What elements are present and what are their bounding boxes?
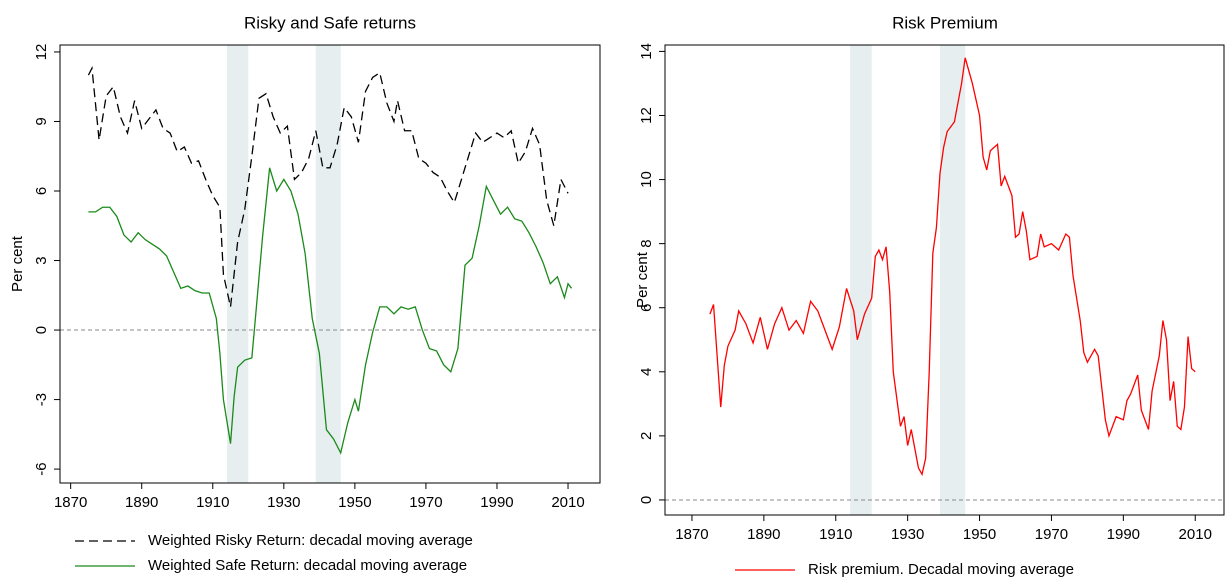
- y-tick-label: 0: [638, 496, 655, 504]
- plot-frame: [664, 44, 1225, 516]
- x-tick-label: 1990: [480, 494, 513, 511]
- y-tick-label: -6: [33, 462, 50, 475]
- y-axis-label: Per cent: [634, 251, 651, 308]
- y-tick-label: 9: [33, 117, 50, 125]
- x-tick-label: 1890: [125, 494, 158, 511]
- y-tick-label: 8: [638, 239, 655, 247]
- x-tick-label: 1870: [54, 494, 87, 511]
- data-line: [87, 65, 569, 308]
- plot-frame: [59, 44, 601, 484]
- x-tick-label: 1930: [267, 494, 300, 511]
- data-line: [709, 57, 1196, 477]
- y-axis-label: Per cent: [9, 235, 26, 292]
- chart-title: Risky and Safe returns: [244, 13, 416, 32]
- y-tick-label: 2: [638, 432, 655, 440]
- y-tick-label: 4: [638, 368, 655, 376]
- shaded-period: [940, 45, 966, 515]
- y-tick-label: 3: [33, 256, 50, 264]
- x-tick-label: 1910: [819, 526, 852, 543]
- x-tick-label: 1870: [675, 526, 708, 543]
- y-tick-label: 10: [638, 171, 655, 188]
- shaded-period: [315, 45, 341, 483]
- legend-label: Weighted Risky Return: decadal moving av…: [148, 532, 473, 549]
- data-line: [88, 167, 573, 455]
- y-tick-label: -3: [33, 393, 50, 406]
- legend-label: Weighted Safe Return: decadal moving ave…: [148, 557, 467, 574]
- x-tick-label: 1890: [747, 526, 780, 543]
- legend-label: Risk premium. Decadal moving average: [808, 561, 1074, 577]
- shaded-period: [226, 45, 249, 483]
- y-tick-label: 0: [33, 326, 50, 334]
- y-tick-label: 12: [638, 107, 655, 124]
- y-tick-label: 12: [33, 44, 50, 61]
- x-tick-label: 1910: [196, 494, 229, 511]
- x-tick-label: 1950: [338, 494, 371, 511]
- y-tick-label: 6: [33, 187, 50, 195]
- x-tick-label: 1990: [1107, 526, 1140, 543]
- x-tick-label: 1970: [1035, 526, 1068, 543]
- x-tick-label: 1950: [963, 526, 996, 543]
- x-tick-label: 2010: [1179, 526, 1212, 543]
- x-tick-label: 2010: [551, 494, 584, 511]
- shaded-period: [850, 45, 872, 515]
- y-tick-label: 14: [638, 43, 655, 60]
- chart-title: Risk Premium: [892, 13, 998, 32]
- x-tick-label: 1930: [891, 526, 924, 543]
- y-tick-label: 6: [638, 304, 655, 312]
- x-tick-label: 1970: [409, 494, 442, 511]
